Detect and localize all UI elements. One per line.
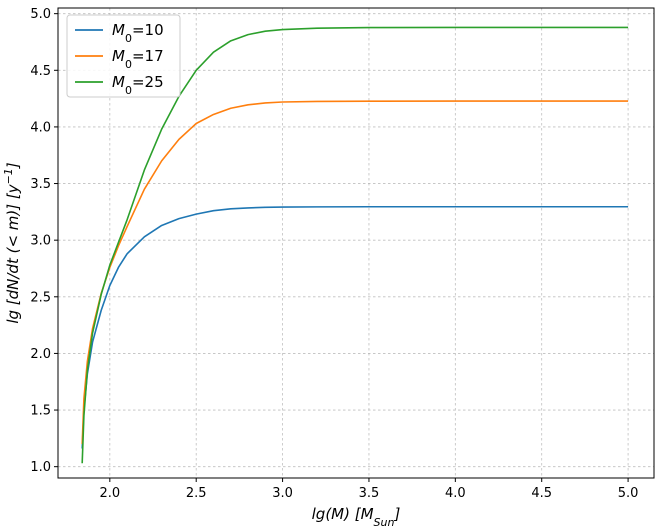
- series-line-1: [81, 205, 629, 449]
- y-tick-label: 1.0: [30, 460, 51, 475]
- plot-frame: [57, 7, 655, 479]
- x-tick-label: 4.0: [445, 486, 466, 501]
- grid: [58, 8, 654, 478]
- y-tick-label: 1.5: [30, 404, 51, 419]
- legend-label-3: M0=25: [112, 73, 164, 97]
- legend-box: [66, 14, 181, 98]
- y-tick-label: 5.0: [30, 7, 51, 22]
- x-tick-label: 2.0: [99, 486, 120, 501]
- y-axis-ticks: 1.0 1.5 2.0 2.5 3.0 3.5 4.0 4.5 5.0: [30, 7, 58, 475]
- y-tick-label: 4.5: [30, 64, 51, 79]
- y-tick-label: 3.0: [30, 234, 51, 249]
- legend-label-1: M0=10: [112, 21, 164, 45]
- x-tick-label: 2.5: [186, 486, 207, 501]
- y-tick-label: 3.5: [30, 177, 51, 192]
- y-tick-label: 2.0: [30, 347, 51, 362]
- x-axis-ticks: 2.0 2.5 3.0 3.5 4.0 4.5 5.0: [99, 478, 638, 501]
- x-tick-label: 3.0: [272, 486, 293, 501]
- x-tick-label: 5.0: [618, 486, 639, 501]
- x-tick-label: 3.5: [359, 486, 380, 501]
- series-line-3: [81, 26, 629, 464]
- series-line-2: [81, 100, 629, 445]
- series-lines: [81, 26, 629, 464]
- x-axis-label: lg(M) [MSun]: [312, 505, 401, 528]
- y-tick-label: 4.0: [30, 120, 51, 135]
- y-axis-label: lg [dN/dt (< m)] [y−1]: [2, 162, 23, 324]
- y-tick-label: 2.5: [30, 290, 51, 305]
- x-tick-label: 4.5: [531, 486, 552, 501]
- legend-label-2: M0=17: [112, 47, 164, 71]
